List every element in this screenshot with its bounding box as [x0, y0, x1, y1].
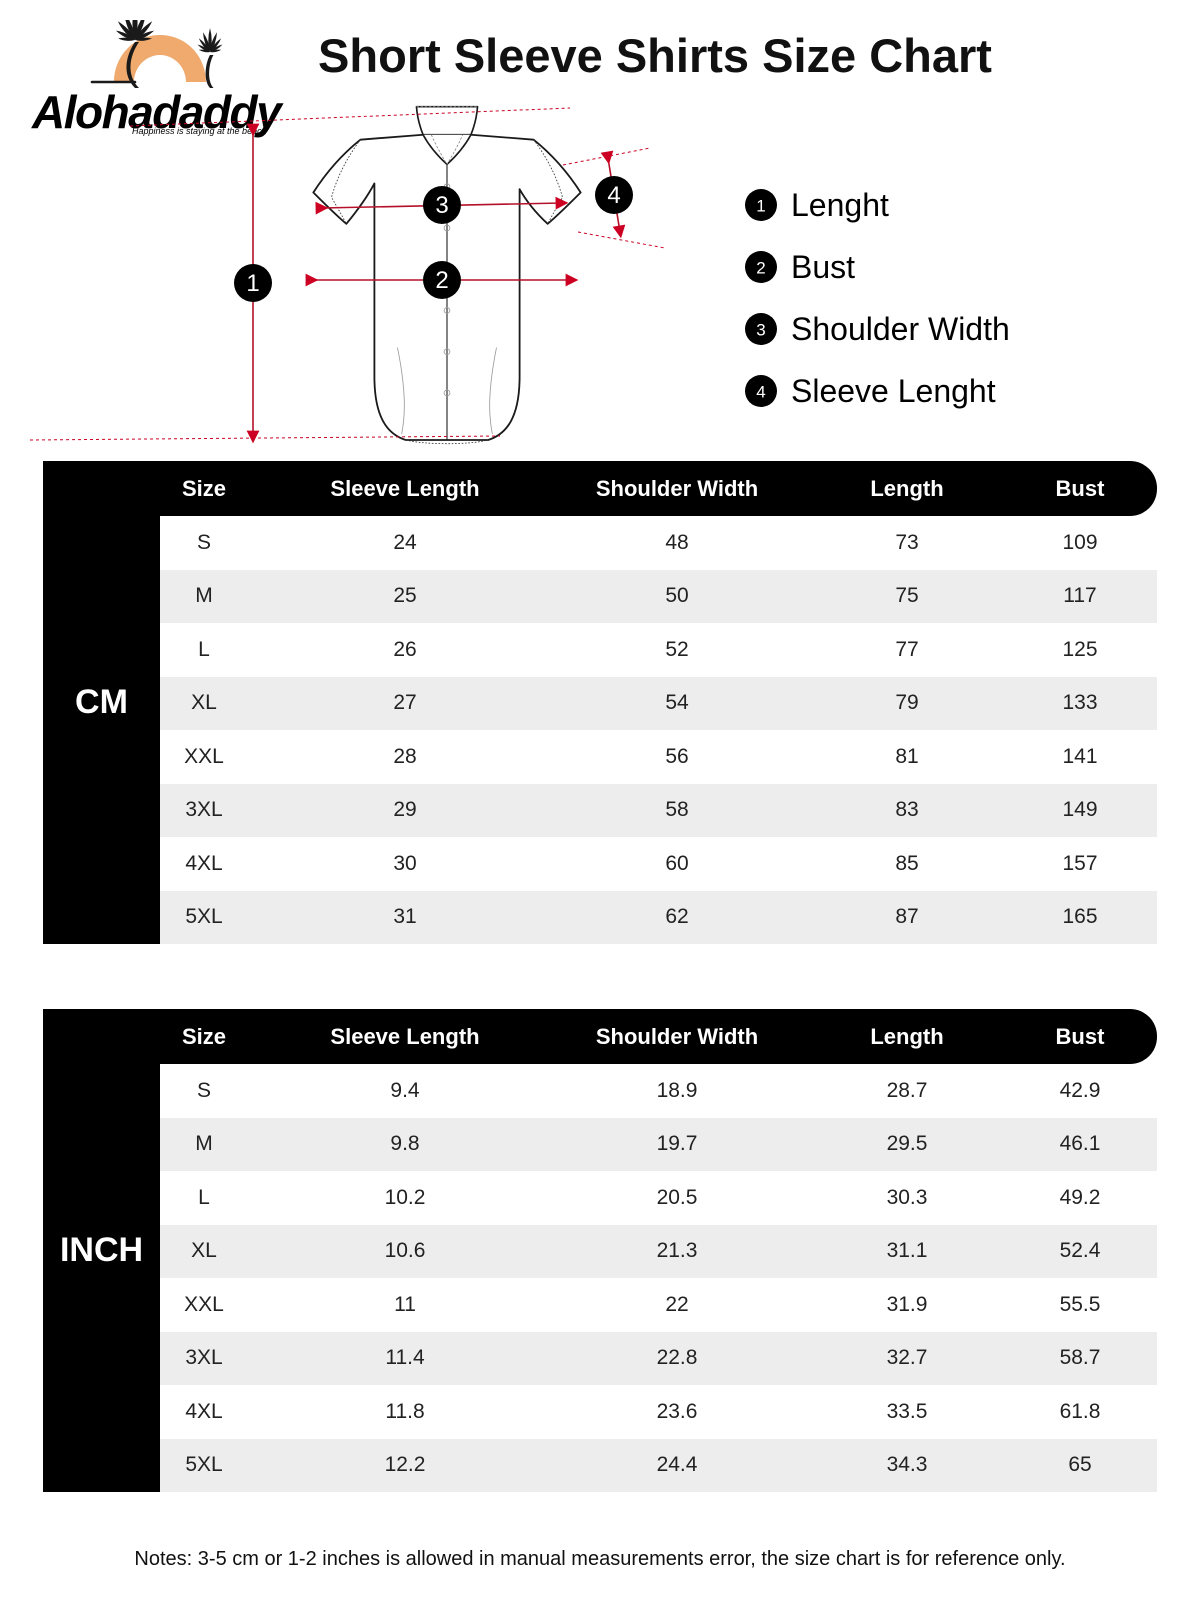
- svg-text:2: 2: [756, 259, 765, 278]
- svg-text:3: 3: [756, 321, 765, 340]
- svg-text:4: 4: [756, 383, 765, 402]
- svg-text:1: 1: [756, 197, 765, 216]
- svg-text:1: 1: [246, 270, 259, 297]
